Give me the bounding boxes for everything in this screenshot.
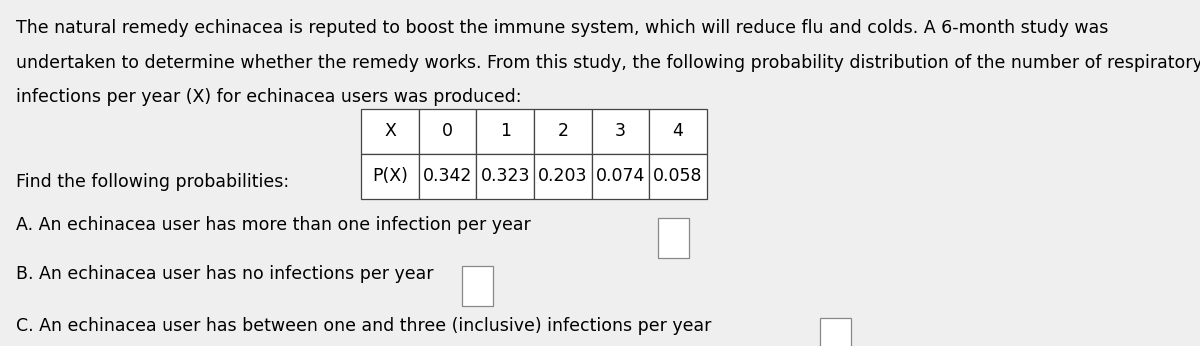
Text: 1: 1 [499, 122, 511, 140]
Text: P(X): P(X) [372, 167, 408, 185]
Text: 0.203: 0.203 [538, 167, 588, 185]
Text: undertaken to determine whether the remedy works. From this study, the following: undertaken to determine whether the reme… [16, 54, 1200, 72]
Text: infections per year (X) for echinacea users was produced:: infections per year (X) for echinacea us… [16, 88, 521, 106]
Text: 2: 2 [557, 122, 569, 140]
Text: 0.342: 0.342 [422, 167, 473, 185]
Text: 0.074: 0.074 [595, 167, 646, 185]
Text: 4: 4 [672, 122, 684, 140]
Text: 0.323: 0.323 [480, 167, 530, 185]
Text: Find the following probabilities:: Find the following probabilities: [16, 173, 289, 191]
Text: A. An echinacea user has more than one infection per year: A. An echinacea user has more than one i… [16, 216, 530, 234]
Text: 0.058: 0.058 [653, 167, 703, 185]
Text: C. An echinacea user has between one and three (inclusive) infections per year: C. An echinacea user has between one and… [16, 317, 710, 335]
Text: B. An echinacea user has no infections per year: B. An echinacea user has no infections p… [16, 265, 433, 283]
Text: 0: 0 [442, 122, 454, 140]
Text: 3: 3 [614, 122, 626, 140]
Text: X: X [384, 122, 396, 140]
Text: The natural remedy echinacea is reputed to boost the immune system, which will r: The natural remedy echinacea is reputed … [16, 19, 1108, 37]
